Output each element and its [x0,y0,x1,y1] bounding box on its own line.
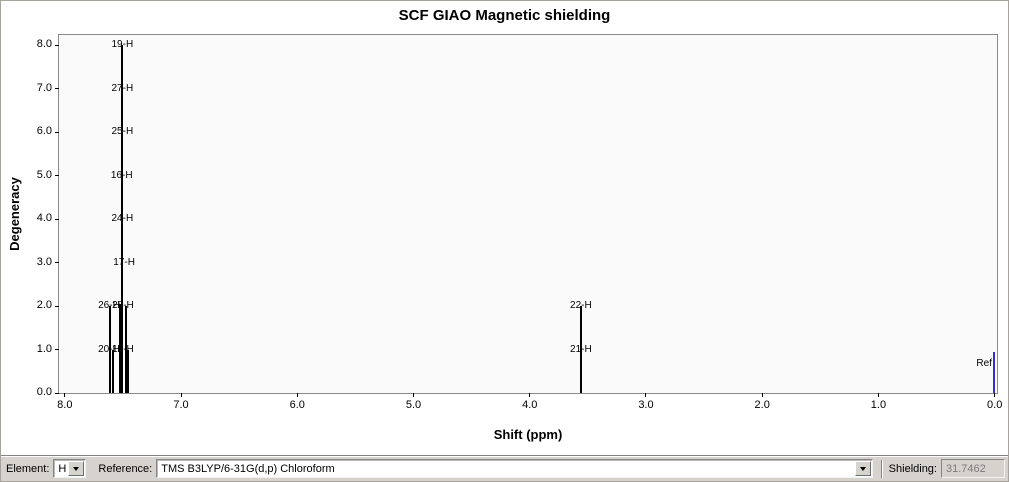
y-axis-tick-label: 5.0 [36,168,52,181]
y-axis-tick [55,175,59,176]
shielding-label: Shielding: [888,462,937,475]
peak-line [579,306,582,393]
x-axis-tick [413,393,414,397]
reference-value: TMS B3LYP/6-31G(d,p) Chloroform [161,462,335,475]
peak-label: 20-H [98,343,120,355]
peak-label: 26-H [98,300,120,311]
x-axis-tick [877,393,879,397]
chart-title: SCF GIAO Magnetic shielding [398,7,611,24]
x-axis-tick-label: 4.0 [522,399,538,411]
x-axis-tick-label: 8.0 [57,399,73,411]
peak-line [124,306,127,393]
y-axis-tick [55,44,59,46]
x-axis-tick-label: 0.0 [987,399,1003,411]
reference-label: Reference: [98,462,153,475]
chevron-down-icon [859,466,866,471]
reference-line [993,351,996,393]
peak-label: 25-H [111,126,134,137]
y-axis-tick-label: 1.0 [36,342,52,355]
element-dropdown[interactable]: H [53,459,87,478]
chevron-down-icon [73,466,80,471]
x-axis-tick [64,393,66,397]
y-axis-tick [55,392,59,394]
y-axis-tick-label: 2.0 [36,299,52,311]
x-axis-tick-label: 6.0 [289,399,305,411]
y-axis-tick [55,305,59,307]
y-axis-tick [55,262,59,263]
shielding-field: 31.7462 [941,459,1005,478]
x-axis-tick-label: 2.0 [754,399,770,411]
reference-dropdown-button[interactable] [854,461,871,476]
x-axis-tick-label: 3.0 [638,399,654,411]
peak-line [121,45,124,393]
x-axis-tick [761,393,763,397]
peak-label: 17-H [113,256,135,268]
y-axis-tick [55,218,59,220]
peak-label: 28-H [112,300,134,311]
y-axis-tick-label: 7.0 [36,81,52,94]
control-bar: Element: H Reference: TMS B3LYP/6-31G(d,… [1,455,1008,481]
peak-label: 21-H [570,343,592,355]
x-axis-tick [529,393,531,397]
y-axis-tick-label: 8.0 [36,38,52,50]
y-axis-tick [55,88,59,89]
x-axis-tick-label: 1.0 [870,399,887,411]
separator [880,459,883,478]
y-axis-tick [55,131,59,133]
peak-label: 22-H [570,300,592,311]
peak-label: 24-H [111,213,134,224]
shielding-value: 31.7462 [946,462,986,475]
reference-dropdown[interactable]: TMS B3LYP/6-31G(d,p) Chloroform [156,459,873,478]
y-axis-tick-label: 4.0 [36,212,52,224]
plot-area[interactable]: 8.0 7.0 6.0 5.0 4.0 3.0 2.0 1.0 0.0 0.0 1.0 2.0 3.0 4… [37,34,1002,411]
x-axis-tick [994,393,996,397]
peak-label: 18-H [112,343,134,355]
x-axis-tick-label: 5.0 [405,399,422,411]
peak-label: 27-H [111,82,134,94]
x-axis-label: Shift (ppm) [493,427,563,442]
peak-label: Ref [976,358,992,370]
peak-line [108,306,111,393]
peak-label: 19-H [111,39,134,50]
element-label: Element: [6,462,50,475]
x-axis-tick [645,393,647,397]
peak-line [112,349,115,393]
x-axis-tick [180,393,182,397]
peak-label: 16-H [110,169,133,181]
y-axis-tick-label: 0.0 [36,386,52,398]
x-axis-tick [296,393,298,397]
x-axis-tick-label: 7.0 [173,399,189,411]
y-axis-tick-label: 3.0 [36,255,52,268]
peak-line [119,303,122,393]
peak-line [127,349,130,393]
y-axis-tick [55,349,59,350]
element-value: H [58,462,67,475]
element-dropdown-button[interactable] [68,461,85,476]
y-axis-tick-label: 6.0 [36,125,52,137]
